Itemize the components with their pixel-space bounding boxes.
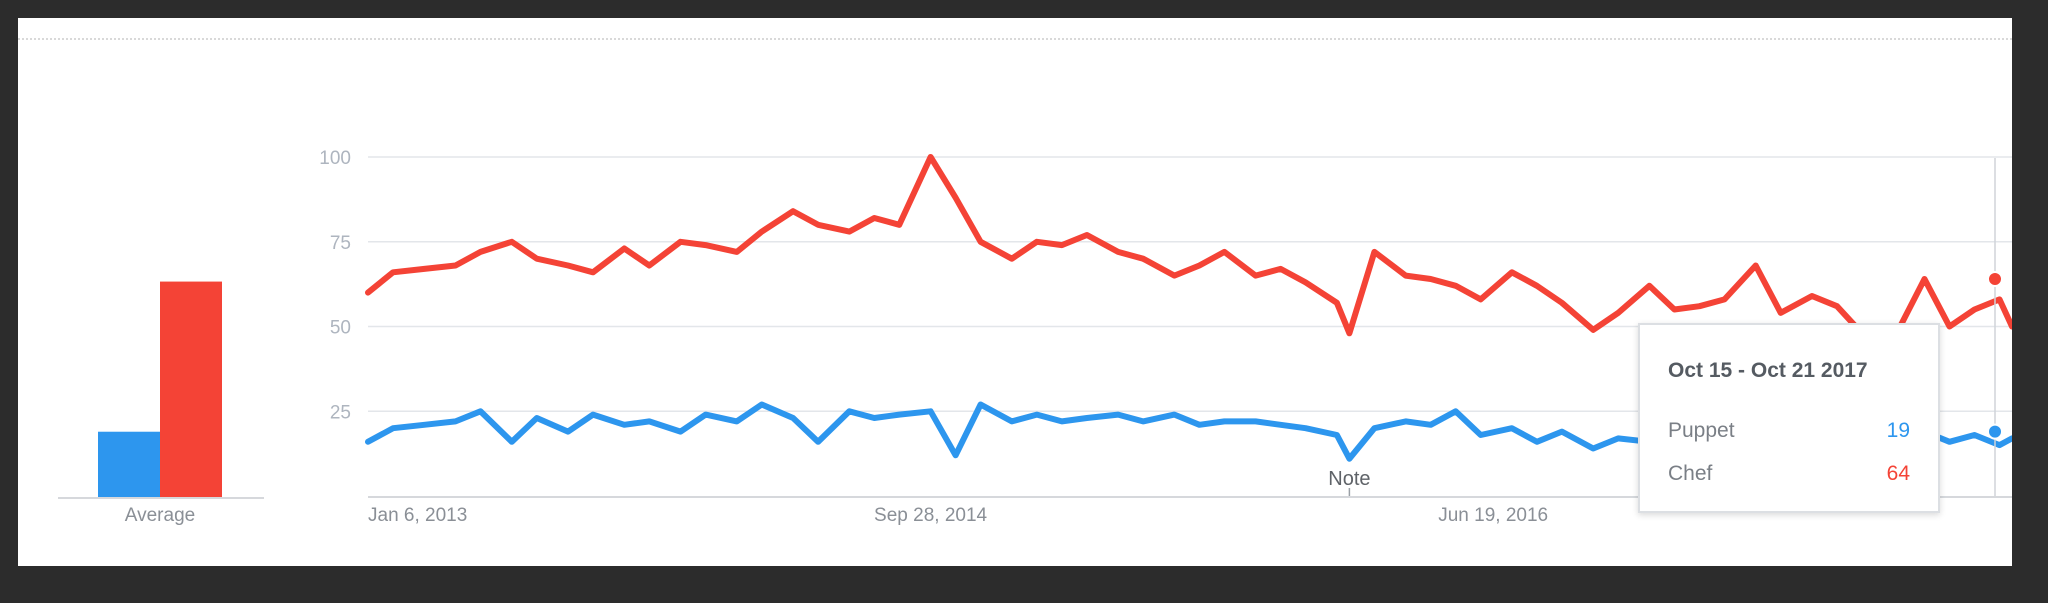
note-annotation[interactable]: Note — [1328, 468, 1371, 496]
y-tick-label-50: 50 — [330, 318, 351, 339]
hover-indicator — [1987, 158, 2003, 496]
tooltip-series-label-chef: Chef — [1668, 462, 1713, 485]
tooltip-series-label-puppet: Puppet — [1668, 419, 1735, 442]
series-line-chef — [365, 154, 2012, 344]
x-axis-ticks: Jan 6, 2013 Sep 28, 2014 Jun 19, 2016 — [368, 505, 1548, 526]
x-tick-label: Jun 19, 2016 — [1438, 505, 1548, 526]
hover-point-puppet — [1987, 423, 2003, 440]
trends-card: Average 25 50 75 100 Jan 6, 2013 Sep 28, 201… — [18, 18, 2012, 566]
hover-point-chef — [1987, 271, 2003, 288]
y-tick-label-25: 25 — [330, 402, 351, 423]
y-tick-label-100: 100 — [319, 148, 351, 169]
y-tick-label-75: 75 — [330, 233, 351, 254]
average-bar-puppet — [98, 431, 160, 497]
tooltip-series-value-chef: 64 — [1886, 462, 1910, 485]
x-tick-label: Sep 28, 2014 — [874, 505, 987, 526]
note-label: Note — [1328, 468, 1370, 490]
tooltip-series-value-puppet: 19 — [1886, 419, 1910, 442]
average-bar-chart: Average — [58, 281, 264, 526]
data-tooltip: Oct 15 - Oct 21 2017 Puppet 19 Chef 64 — [1638, 323, 1940, 513]
average-bar-chef — [160, 281, 222, 497]
tooltip-date: Oct 15 - Oct 21 2017 — [1668, 359, 1868, 382]
average-label: Average — [125, 505, 195, 526]
top-divider — [18, 38, 2012, 40]
x-tick-label: Jan 6, 2013 — [368, 505, 467, 526]
y-axis-ticks: 25 50 75 100 — [319, 148, 351, 423]
